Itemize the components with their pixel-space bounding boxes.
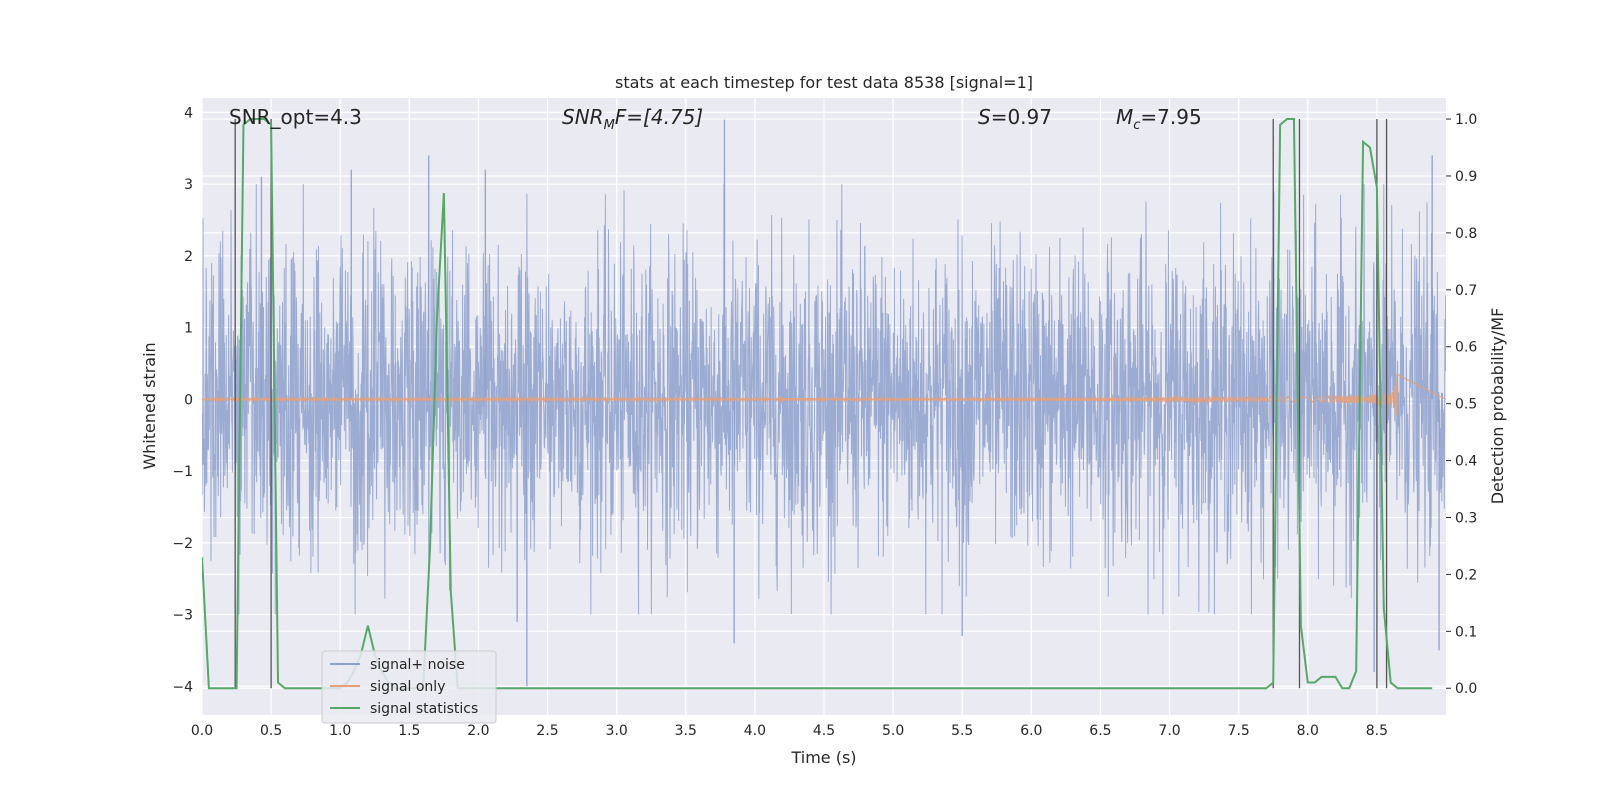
s-rest: =0.97 xyxy=(991,105,1052,129)
x-tick-label: 8.5 xyxy=(1366,723,1388,739)
right-y-tick-label: 0.9 xyxy=(1455,169,1477,185)
x-tick-label: 7.5 xyxy=(1228,723,1250,739)
x-tick-label: 0.0 xyxy=(191,723,213,739)
x-tick-label: 8.0 xyxy=(1297,723,1319,739)
right-y-tick-label: 0.8 xyxy=(1455,226,1477,242)
right-y-tick-label: 1.0 xyxy=(1455,112,1477,128)
right-y-tick-label: 0.4 xyxy=(1455,454,1477,470)
snr-opt-annotation: SNR_opt=4.3 xyxy=(229,105,362,129)
x-tick-label: 5.5 xyxy=(951,723,973,739)
x-tick-label: 1.0 xyxy=(329,723,351,739)
vertical-markers xyxy=(234,119,1388,689)
snr-mf-rest: F=[4.75] xyxy=(615,105,703,129)
snr-mf-sub: M xyxy=(604,118,615,133)
x-tick-labels: 0.0 0.5 1.0 1.5 2.0 2.5 3.0 3.5 4.0 4.5 5.0 5.5 6.0 6… xyxy=(191,723,1388,739)
right-y-tick-label: 0.1 xyxy=(1455,624,1477,640)
right-y-tick-label: 0.6 xyxy=(1455,340,1477,356)
noise-trace xyxy=(202,184,1446,615)
x-tick-label: 4.0 xyxy=(744,723,766,739)
y-axis-label: Whitened strain xyxy=(140,342,159,469)
right-y-tick-label: 0.0 xyxy=(1455,681,1477,697)
snr-mf-var: SNR xyxy=(562,105,604,129)
y-tick-label: 3 xyxy=(184,177,193,193)
right-y-tick-label: 0.5 xyxy=(1455,397,1477,413)
x-tick-label: 3.0 xyxy=(606,723,628,739)
snr-mf-annotation: SNRMF=[4.75] xyxy=(562,105,703,133)
y-tick-label: −2 xyxy=(172,536,193,552)
right-y-tick-label: 0.2 xyxy=(1455,567,1477,583)
s-var: S xyxy=(978,105,991,129)
x-tick-label: 7.0 xyxy=(1158,723,1180,739)
signal-trace xyxy=(202,374,1446,416)
legend-label-noise: signal+ noise xyxy=(370,657,465,673)
x-axis-label: Time (s) xyxy=(790,748,856,767)
x-tick-label: 4.5 xyxy=(813,723,835,739)
signal-plus-noise-series xyxy=(202,119,1446,687)
y-tick-label: 0 xyxy=(184,392,193,408)
y-tick-label: 1 xyxy=(184,321,193,337)
x-tick-label: 3.5 xyxy=(675,723,697,739)
x-tick-label: 1.5 xyxy=(398,723,420,739)
y-tick-label: 2 xyxy=(184,249,193,265)
x-tick-label: 0.5 xyxy=(260,723,282,739)
right-y-tick-labels: 1.0 0.9 0.8 0.7 0.6 0.5 0.4 0.3 0.2 0.1 0.0 xyxy=(1446,112,1477,697)
right-y-axis-label: Detection probability/MF xyxy=(1488,308,1507,505)
legend-label-signal: signal only xyxy=(370,679,445,695)
x-tick-label: 2.5 xyxy=(536,723,558,739)
chart-title: stats at each timestep for test data 853… xyxy=(615,73,1033,92)
x-tick-label: 6.5 xyxy=(1089,723,1111,739)
mc-annotation: Mc=7.95 xyxy=(1116,105,1202,133)
statistics-line xyxy=(202,118,1433,690)
y-tick-labels: 4 3 2 1 0 −1 −2 −3 −4 xyxy=(172,105,193,695)
mc-rest: =7.95 xyxy=(1140,105,1201,129)
mc-sub: c xyxy=(1133,118,1140,133)
legend: signal+ noise signal only signal statist… xyxy=(321,650,497,724)
s-annotation: S=0.97 xyxy=(978,105,1052,129)
signal-only-series xyxy=(202,374,1446,416)
y-tick-label: −3 xyxy=(172,608,193,624)
y-tick-label: 4 xyxy=(184,105,193,121)
y-tick-label: −1 xyxy=(172,464,193,480)
y-tick-label: −4 xyxy=(172,679,193,695)
legend-label-statistics: signal statistics xyxy=(370,701,478,717)
right-y-tick-label: 0.7 xyxy=(1455,283,1477,299)
right-y-tick-label: 0.3 xyxy=(1455,510,1477,526)
x-tick-label: 2.0 xyxy=(467,723,489,739)
legend-box xyxy=(321,650,497,724)
x-tick-label: 6.0 xyxy=(1020,723,1042,739)
mc-var: M xyxy=(1116,105,1133,129)
signal-statistics-series xyxy=(202,118,1433,690)
x-tick-label: 5.0 xyxy=(882,723,904,739)
